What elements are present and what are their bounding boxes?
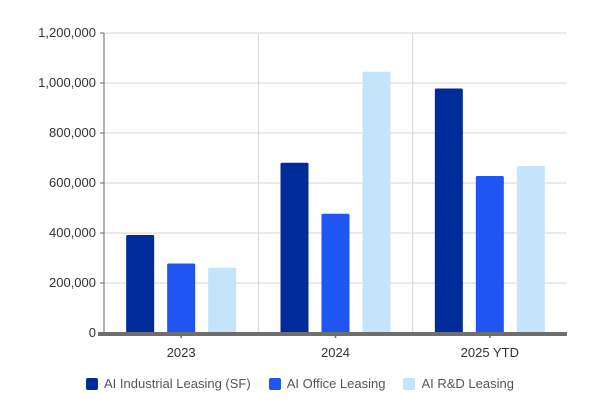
bar-ai-office-leasing-2024	[321, 213, 350, 333]
y-tick-label: 800,000	[49, 125, 96, 140]
y-tick-label: 1,200,000	[38, 25, 96, 40]
y-tick-label: 600,000	[49, 175, 96, 190]
legend-item-rd[interactable]: AI R&D Leasing	[403, 376, 514, 391]
x-tick-label: 2024	[321, 345, 350, 360]
legend-label: AI Industrial Leasing (SF)	[104, 376, 251, 391]
bar-ai-industrial-leasing-sf--2024	[280, 162, 309, 333]
legend-item-office[interactable]: AI Office Leasing	[268, 376, 386, 391]
bar-ai-r-d-leasing-2025-ytd	[516, 166, 545, 333]
x-tick-label: 2023	[167, 345, 196, 360]
x-tick-label: 2025 YTD	[461, 345, 519, 360]
y-tick-label: 400,000	[49, 225, 96, 240]
bar-ai-office-leasing-2023	[167, 263, 196, 333]
bar-ai-office-leasing-2025-ytd	[475, 176, 504, 333]
legend-label: AI Office Leasing	[286, 376, 386, 391]
bar-ai-industrial-leasing-sf--2025-ytd	[434, 88, 463, 333]
y-tick-label: 0	[89, 325, 96, 340]
legend-item-industrial[interactable]: AI Industrial Leasing (SF)	[86, 376, 251, 391]
y-tick-label: 1,000,000	[38, 75, 96, 90]
legend-label: AI R&D Leasing	[421, 376, 514, 391]
legend: AI Industrial Leasing (SF) AI Office Lea…	[0, 376, 600, 391]
bar-ai-r-d-leasing-2023	[208, 267, 237, 333]
bar-ai-r-d-leasing-2024	[362, 71, 391, 333]
bar-ai-industrial-leasing-sf--2023	[126, 235, 155, 333]
y-tick-label: 200,000	[49, 275, 96, 290]
legend-swatch	[86, 377, 99, 390]
legend-swatch	[403, 377, 416, 390]
legend-swatch	[268, 377, 281, 390]
